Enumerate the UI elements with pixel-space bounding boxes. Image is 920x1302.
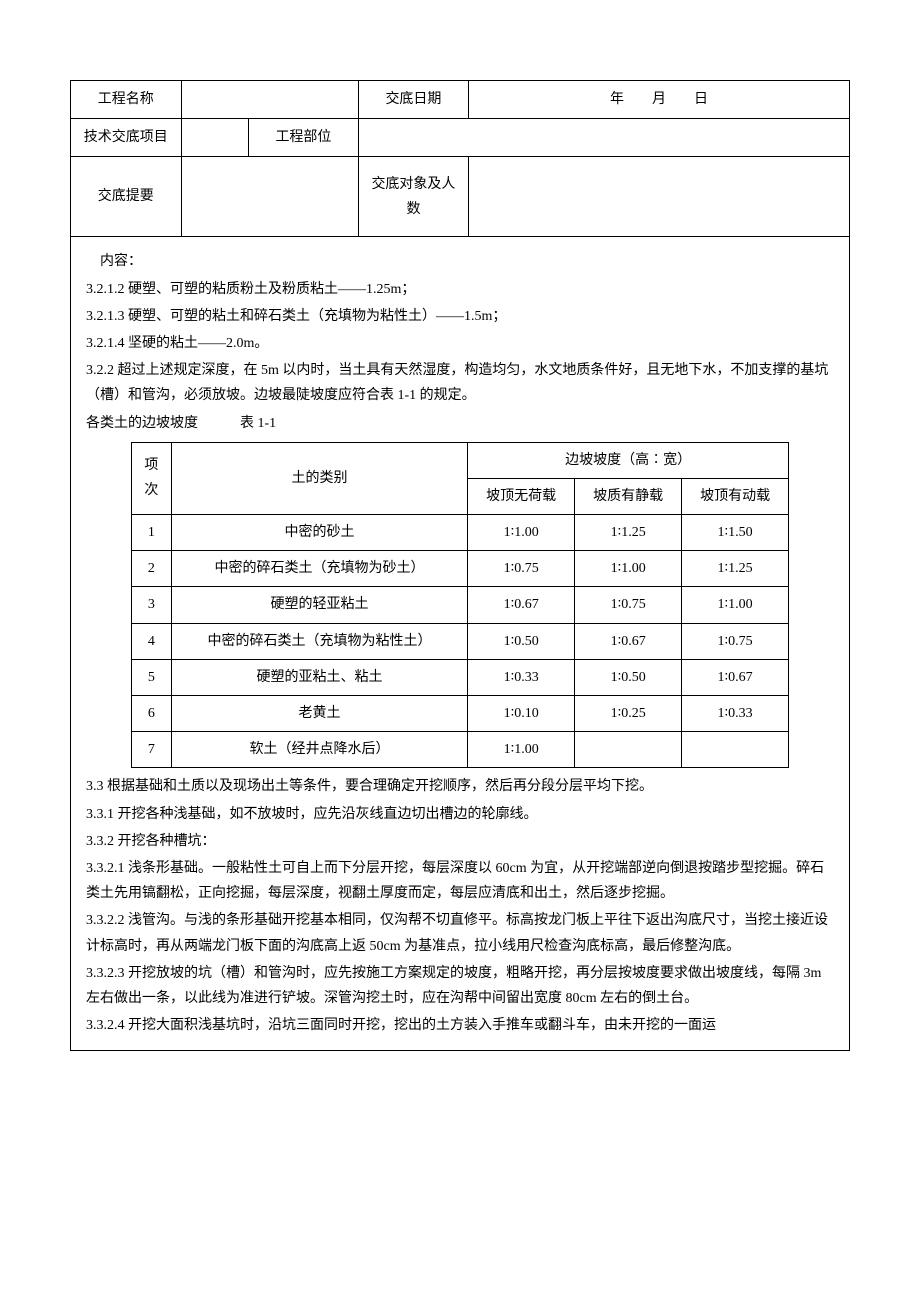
th-type: 土的类别 [171, 442, 467, 514]
table-cell: 中密的碎石类土（充填物为粘性土） [171, 623, 467, 659]
para: 3.2.1.2 硬塑、可塑的粘质粉土及粉质粘土——1.25m； [86, 277, 834, 302]
table-cell: 硬塑的轻亚粘土 [171, 587, 467, 623]
table-row: 1中密的砂土1∶1.001∶1.251∶1.50 [131, 515, 788, 551]
table-cell: 1∶0.50 [575, 659, 682, 695]
part-label: 工程部位 [248, 119, 358, 157]
tech-item-value [181, 119, 248, 157]
table-cell: 1 [131, 515, 171, 551]
table-cell: 1∶1.25 [575, 515, 682, 551]
table-cell: 中密的碎石类土（充填物为砂土） [171, 551, 467, 587]
table-cell: 1∶1.25 [682, 551, 789, 587]
table-row: 2中密的碎石类土（充填物为砂土）1∶0.751∶1.001∶1.25 [131, 551, 788, 587]
slope-table: 项次 土的类别 边坡坡度（高∶宽） 坡顶无荷载 坡质有静载 坡顶有动载 1中密的… [131, 442, 789, 769]
date-label: 交底日期 [358, 81, 468, 119]
para: 3.3.1 开挖各种浅基础，如不放坡时，应先沿灰线直边切出槽边的轮廓线。 [86, 802, 834, 827]
table-cell: 1∶0.33 [468, 659, 575, 695]
date-value: 年 月 日 [468, 81, 849, 119]
para: 3.2.2 超过上述规定深度，在 5m 以内时，当土具有天然湿度，构造均匀，水文… [86, 358, 834, 408]
project-name-value [181, 81, 358, 119]
table-cell: 1∶0.50 [468, 623, 575, 659]
table-cell: 1∶1.00 [575, 551, 682, 587]
table-cell: 6 [131, 696, 171, 732]
table-cell: 1∶0.67 [468, 587, 575, 623]
para: 3.2.1.3 硬塑、可塑的粘土和碎石类土（充填物为粘性土）——1.5m； [86, 304, 834, 329]
table-row: 7软土（经井点降水后）1∶1.00 [131, 732, 788, 768]
table-row: 6老黄土1∶0.101∶0.251∶0.33 [131, 696, 788, 732]
table-cell: 1∶0.67 [682, 659, 789, 695]
table-cell: 硬塑的亚粘土、粘土 [171, 659, 467, 695]
table-title: 各类土的边坡坡度 表 1-1 [86, 411, 834, 436]
table-cell: 1∶0.25 [575, 696, 682, 732]
para: 3.3.2.3 开挖放坡的坑（槽）和管沟时，应先按施工方案规定的坡度，粗略开挖，… [86, 961, 834, 1011]
th-dynamic: 坡顶有动载 [682, 478, 789, 514]
table-cell: 1∶1.00 [468, 732, 575, 768]
content-body: 内容： 3.2.1.2 硬塑、可塑的粘质粉土及粉质粘土——1.25m； 3.2.… [71, 237, 849, 1050]
header-table: 工程名称 交底日期 年 月 日 技术交底项目 工程部位 交底提要 交底对象及人数 [71, 81, 849, 237]
tech-item-label: 技术交底项目 [71, 119, 181, 157]
audience-value [468, 157, 849, 237]
para: 3.3.2 开挖各种槽坑： [86, 829, 834, 854]
table-cell: 老黄土 [171, 696, 467, 732]
table-cell [575, 732, 682, 768]
table-cell: 4 [131, 623, 171, 659]
th-slope-group: 边坡坡度（高∶宽） [468, 442, 789, 478]
table-cell: 1∶0.75 [575, 587, 682, 623]
table-cell: 1∶0.75 [468, 551, 575, 587]
content-label: 内容： [86, 249, 834, 274]
para: 3.3 根据基础和土质以及现场出土等条件，要合理确定开挖顺序，然后再分段分层平均… [86, 774, 834, 799]
table-cell [682, 732, 789, 768]
table-row: 5硬塑的亚粘土、粘土1∶0.331∶0.501∶0.67 [131, 659, 788, 695]
project-name-label: 工程名称 [71, 81, 181, 119]
summary-label: 交底提要 [71, 157, 181, 237]
th-noload: 坡顶无荷载 [468, 478, 575, 514]
audience-label: 交底对象及人数 [358, 157, 468, 237]
table-cell: 7 [131, 732, 171, 768]
para: 3.3.2.2 浅管沟。与浅的条形基础开挖基本相同，仅沟帮不切直修平。标高按龙门… [86, 908, 834, 958]
table-cell: 软土（经井点降水后） [171, 732, 467, 768]
table-cell: 1∶1.00 [468, 515, 575, 551]
table-cell: 1∶0.10 [468, 696, 575, 732]
table-cell: 5 [131, 659, 171, 695]
table-cell: 1∶0.75 [682, 623, 789, 659]
para: 3.2.1.4 坚硬的粘土——2.0m。 [86, 331, 834, 356]
th-static: 坡质有静载 [575, 478, 682, 514]
table-cell: 2 [131, 551, 171, 587]
table-row: 3硬塑的轻亚粘土1∶0.671∶0.751∶1.00 [131, 587, 788, 623]
table-cell: 3 [131, 587, 171, 623]
table-cell: 1∶0.33 [682, 696, 789, 732]
table-cell: 1∶1.00 [682, 587, 789, 623]
summary-value [181, 157, 358, 237]
table-cell: 1∶0.67 [575, 623, 682, 659]
table-row: 4中密的碎石类土（充填物为粘性土）1∶0.501∶0.671∶0.75 [131, 623, 788, 659]
para: 3.3.2.1 浅条形基础。一般粘性土可自上而下分层开挖，每层深度以 60cm … [86, 856, 834, 906]
table-cell: 1∶1.50 [682, 515, 789, 551]
part-value [358, 119, 849, 157]
th-idx: 项次 [131, 442, 171, 514]
document-frame: 工程名称 交底日期 年 月 日 技术交底项目 工程部位 交底提要 交底对象及人数… [70, 80, 850, 1051]
table-cell: 中密的砂土 [171, 515, 467, 551]
para: 3.3.2.4 开挖大面积浅基坑时，沿坑三面同时开挖，挖出的土方装入手推车或翻斗… [86, 1013, 834, 1038]
